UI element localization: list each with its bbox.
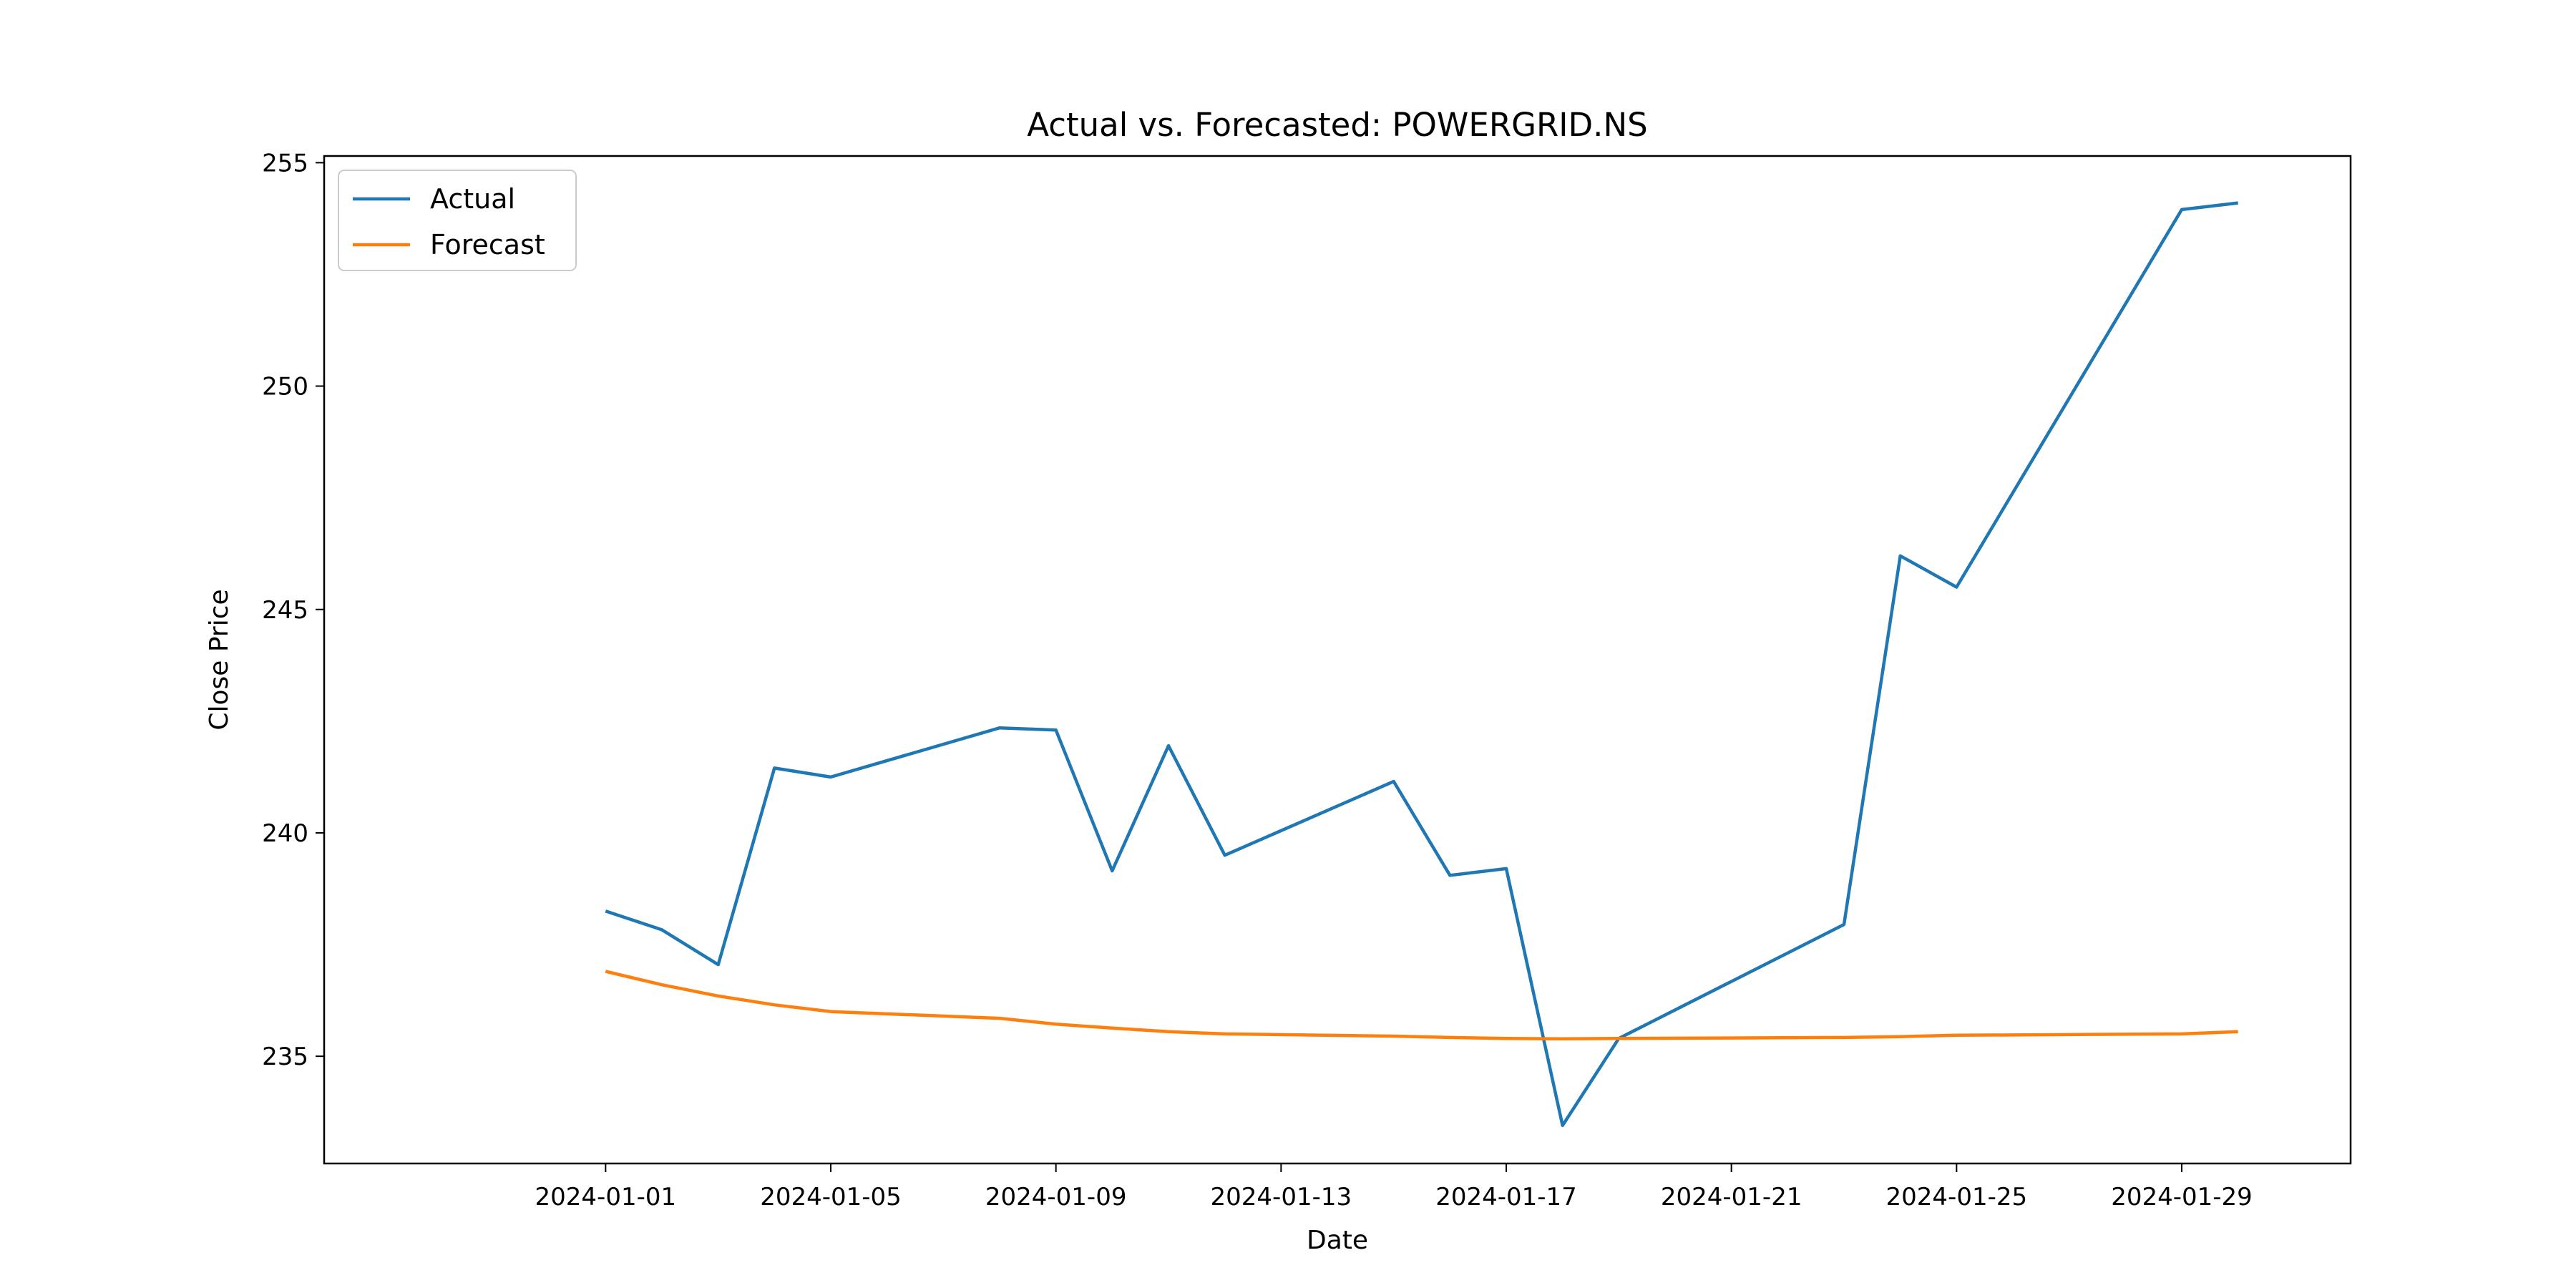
- x-tick-label: 2024-01-09: [985, 1183, 1127, 1211]
- x-axis: 2024-01-01 2024-01-05 2024-01-09 2024-01-13…: [535, 1163, 2253, 1211]
- y-tick-label: 235: [262, 1043, 308, 1071]
- x-tick-label: 2024-01-25: [1886, 1183, 2028, 1211]
- x-axis-label: Date: [1307, 1226, 1368, 1255]
- x-tick-label: 2024-01-17: [1435, 1183, 1577, 1211]
- y-axis-label: Close Price: [205, 589, 234, 730]
- y-tick-label: 250: [262, 373, 308, 401]
- y-tick-label: 255: [262, 149, 308, 177]
- x-tick-label: 2024-01-21: [1661, 1183, 1802, 1211]
- x-tick-label: 2024-01-29: [2111, 1183, 2253, 1211]
- series-line-forecast: [605, 970, 2238, 1041]
- series-layer: [605, 201, 2238, 1128]
- y-tick-label: 245: [262, 596, 308, 625]
- legend-label: Forecast: [430, 229, 545, 260]
- legend-label: Actual: [430, 183, 515, 215]
- x-tick-label: 2024-01-01: [535, 1183, 677, 1211]
- y-axis: 235 240 245 250 255: [262, 149, 324, 1071]
- y-tick-label: 240: [262, 819, 308, 848]
- chart-title: Actual vs. Forecasted: POWERGRID.NS: [1027, 106, 1647, 144]
- x-tick-label: 2024-01-05: [760, 1183, 902, 1211]
- legend: Actual Forecast: [338, 170, 577, 271]
- series-line-actual: [605, 201, 2238, 1128]
- x-tick-label: 2024-01-13: [1211, 1183, 1352, 1211]
- plot-frame: [323, 155, 2352, 1165]
